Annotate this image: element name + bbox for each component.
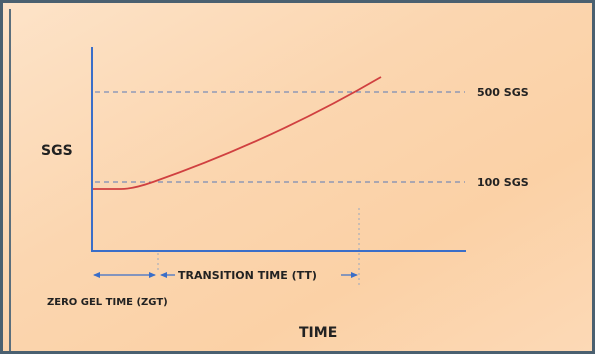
ref-label-500: 500 SGS (477, 86, 529, 99)
zgt-arrow-right-head (149, 272, 156, 278)
zgt-arrow-left-head (93, 272, 100, 278)
tt-arrow-left-head (160, 272, 167, 278)
frame-inner-edge (9, 9, 11, 351)
chart-svg: SGS 500 SGS 100 SGS TRANSITION TIME (TT)… (41, 47, 529, 341)
sgs-curve (93, 76, 382, 190)
ref-label-100: 100 SGS (477, 176, 529, 189)
y-axis-label: SGS (41, 143, 73, 159)
tt-arrow-right-head (351, 272, 358, 278)
tt-label: TRANSITION TIME (TT) (178, 269, 317, 282)
zgt-label: ZERO GEL TIME (ZGT) (47, 297, 168, 308)
x-axis-label: TIME (299, 325, 337, 341)
